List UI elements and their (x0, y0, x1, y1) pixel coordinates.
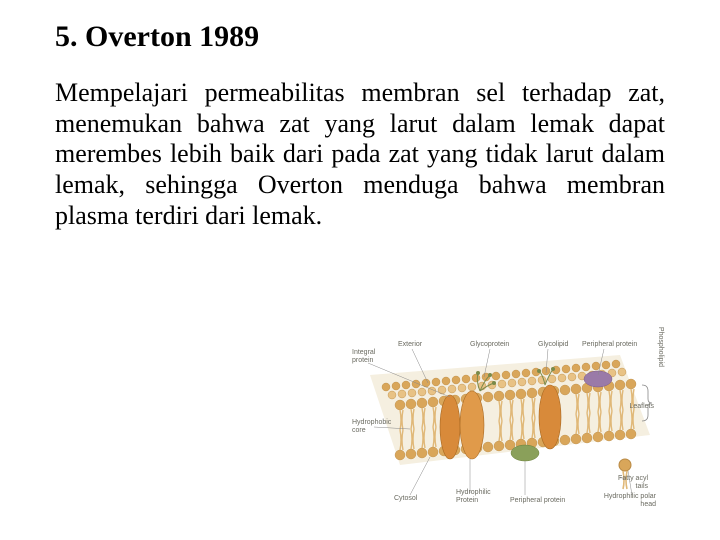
slide-body-text: Mempelajari permeabilitas membran sel te… (55, 78, 665, 231)
label-hydrophobic-core-1: Hydrophobic (352, 419, 391, 426)
label-integral-protein-1: Integral (352, 349, 375, 356)
label-integral-protein-2: protein (352, 357, 373, 364)
membrane-svg (350, 335, 660, 510)
label-peripheral-bottom: Peripheral protein (510, 497, 565, 504)
label-hydrophobic-core-2: core (352, 427, 366, 434)
label-polar-2: head (640, 501, 656, 508)
label-hydrophilic-1: Hydrophilic (456, 489, 491, 496)
label-hydrophilic-2: Protein (456, 497, 478, 504)
membrane-diagram: Exterior Integral protein Glycoprotein G… (350, 335, 660, 510)
label-exterior: Exterior (398, 341, 422, 348)
label-leaflets: Leaflets (629, 403, 654, 410)
label-phospholipid: Phospholipid (657, 327, 664, 367)
label-polar-1: Hydrophilic polar (604, 493, 656, 500)
label-cytosol: Cytosol (394, 495, 417, 502)
label-fatty-1: Fatty acyl (618, 475, 648, 482)
label-glycoprotein: Glycoprotein (470, 341, 509, 348)
label-peripheral-top: Peripheral protein (582, 341, 637, 348)
label-fatty-2: tails (636, 483, 648, 490)
label-glycolipid: Glycolipid (538, 341, 568, 348)
slide-heading: 5. Overton 1989 (55, 20, 665, 54)
